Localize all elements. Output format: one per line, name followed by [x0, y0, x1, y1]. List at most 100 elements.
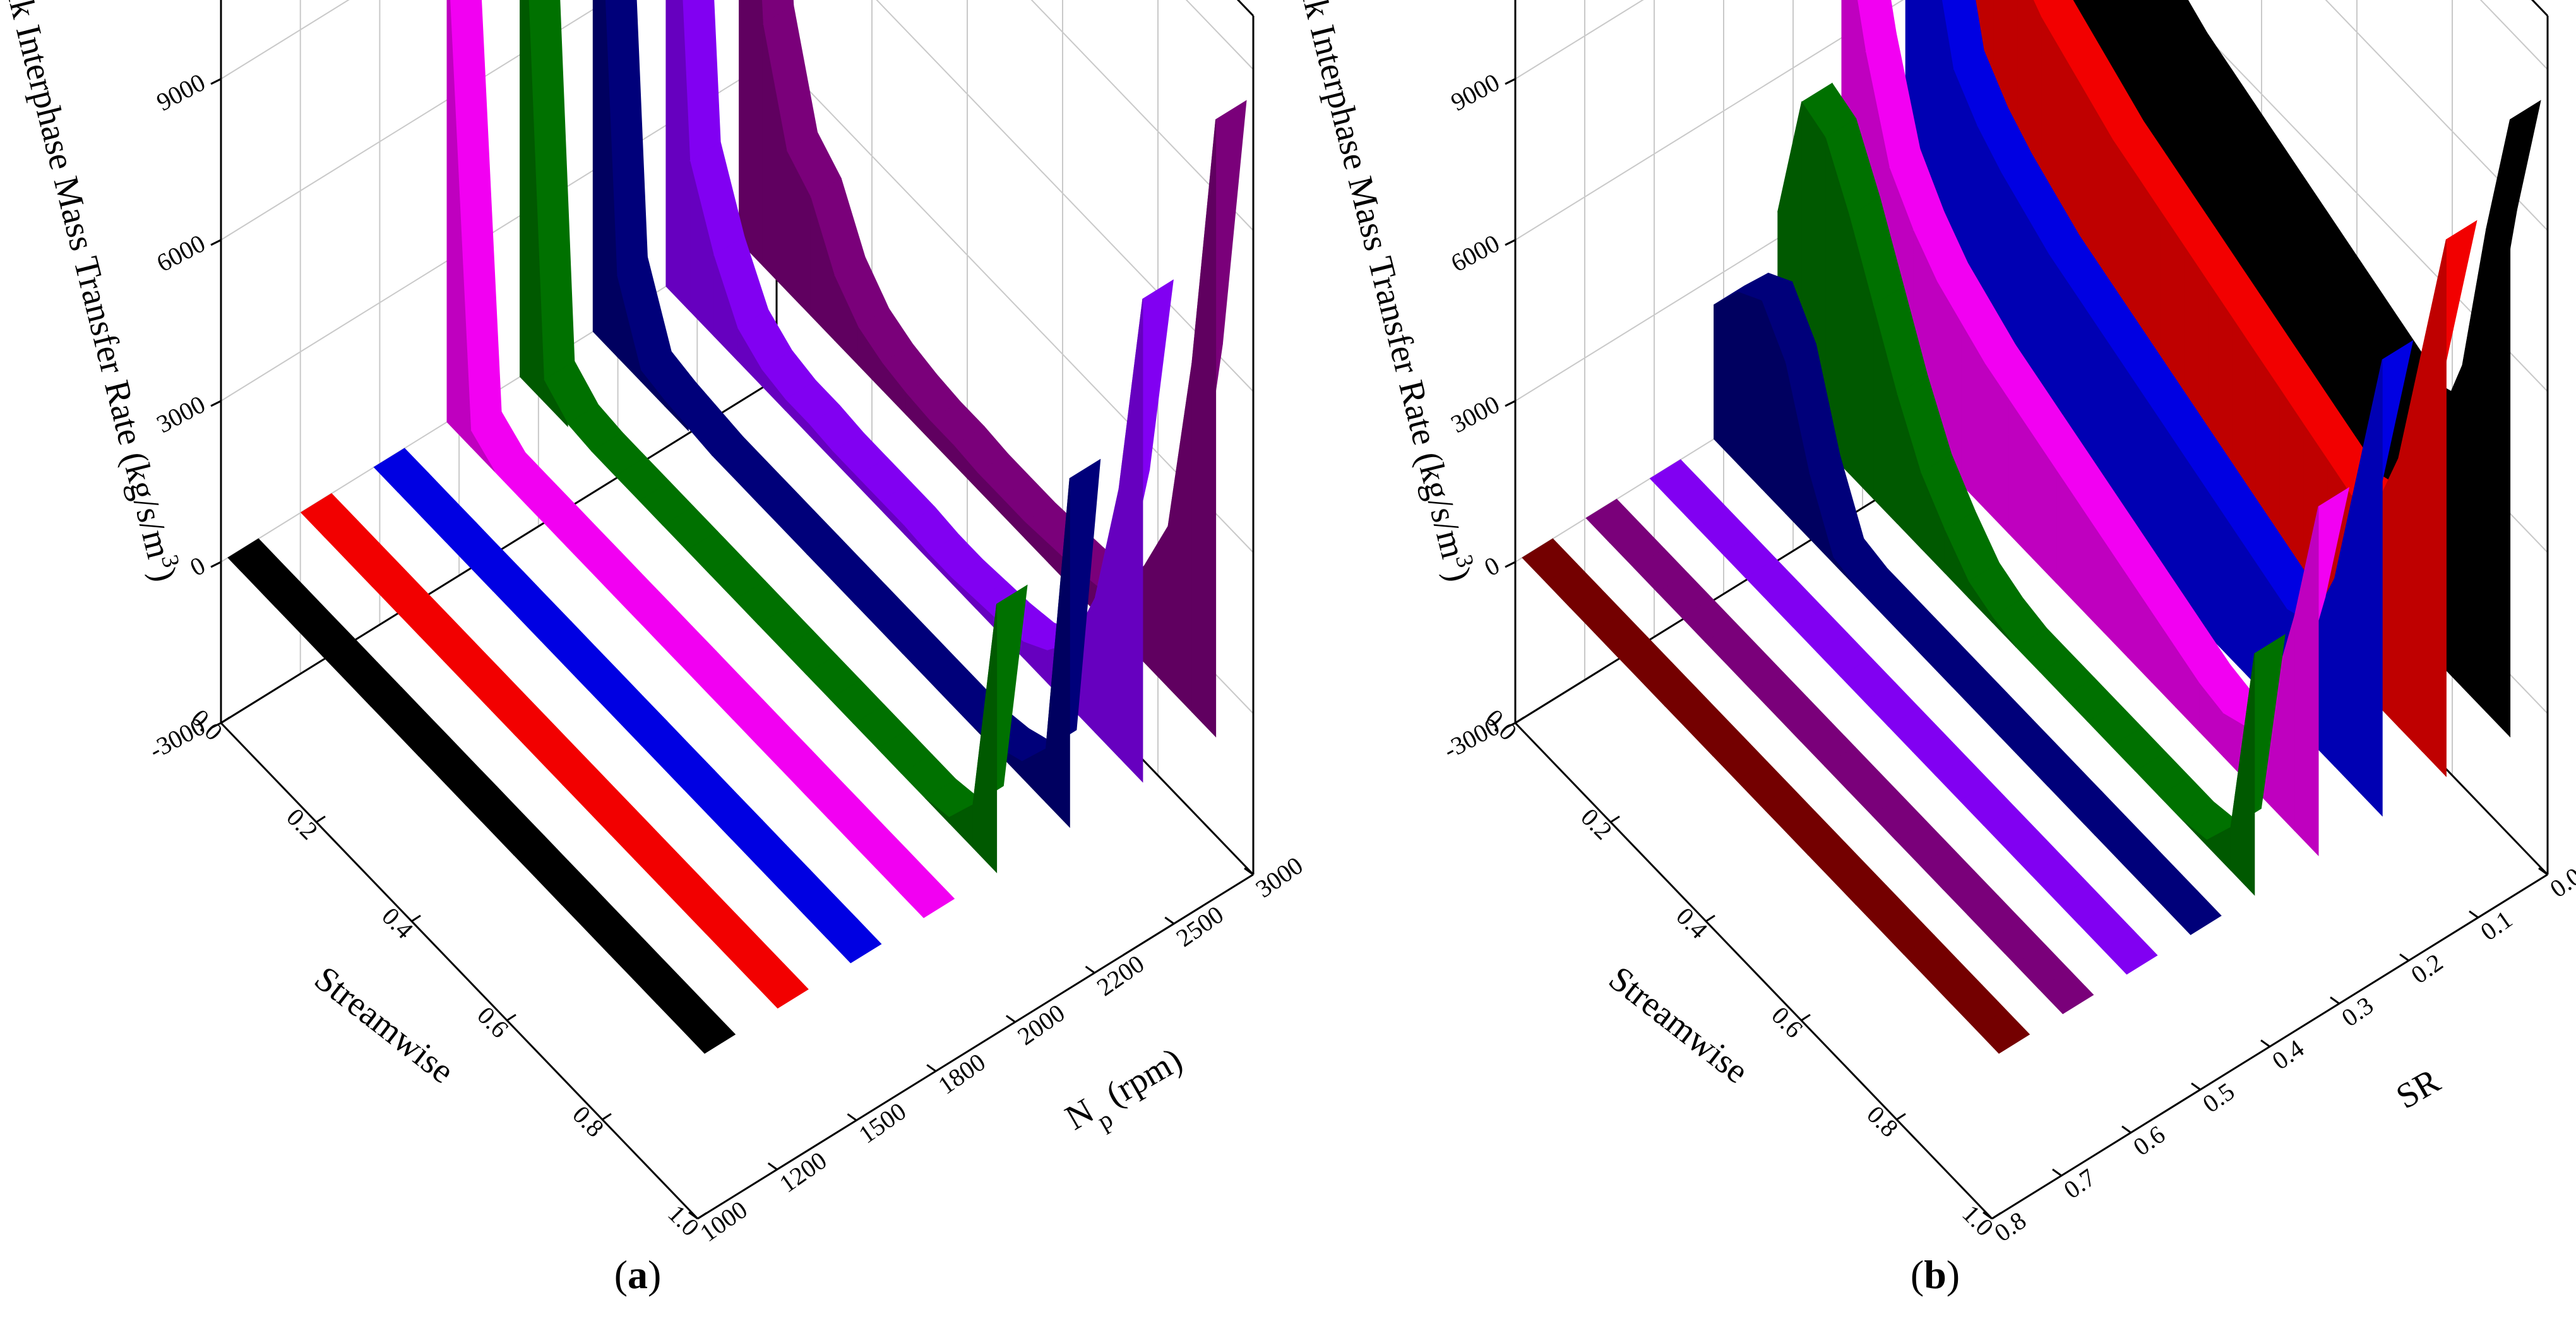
x-tick-label: 0.4 [376, 902, 419, 944]
series-ribbon-3000 [739, 0, 1247, 738]
ribbon-face [2294, 506, 2319, 857]
y-tick-mark [1164, 916, 1175, 925]
z-tick-label: 0 [185, 551, 210, 582]
series-ribbon-1200 [300, 493, 809, 1009]
ribbon-segment [1974, 1009, 2030, 1054]
x-tick-mark [1801, 1013, 1811, 1022]
ribbon-face [664, 399, 689, 432]
x-tick-label: 0.2 [281, 803, 323, 845]
y-tick-mark [2399, 953, 2409, 962]
series-ribbon-0.7 [1585, 498, 2094, 1015]
y-axis-label: SR [2390, 1061, 2447, 1116]
x-axis-line [1514, 722, 1993, 1220]
y-tick-label: 0.3 [2336, 991, 2378, 1032]
x-tick-mark [1515, 716, 1525, 724]
ribbon-segment [899, 873, 955, 918]
y-tick-label: 0.4 [2267, 1034, 2309, 1075]
y-tick-mark [2469, 910, 2479, 919]
z-tick-mark [210, 561, 222, 568]
y-tick-label: 0.1 [2475, 905, 2517, 947]
x-tick-mark [602, 1113, 612, 1121]
ribbon-segment [2038, 969, 2094, 1015]
ribbon-face [739, 0, 763, 267]
y-tick-label: 0.2 [2406, 948, 2448, 989]
x-tick-mark [506, 1013, 516, 1022]
x-tick-mark [1896, 1113, 1906, 1121]
y-axis-label: Np (rpm) [1059, 1040, 1195, 1148]
y-axis-line [697, 873, 1254, 1220]
y-tick-label: 0.8 [1989, 1206, 2031, 1248]
x-tick-mark [1610, 815, 1620, 823]
ribbon-face [972, 604, 998, 873]
y-tick-mark [767, 1162, 778, 1171]
panel-a: -30000300060009000120000.00.20.40.60.81.… [0, 0, 1308, 1297]
x-tick-mark [1991, 1212, 2001, 1220]
z-tick-mark [210, 78, 222, 85]
y-tick-mark [2538, 867, 2548, 876]
series-ribbon-0.4 [1777, 82, 2286, 896]
z-ticks: -3000030006000900012000 [145, 68, 222, 765]
ribbon-face [1118, 299, 1143, 783]
x-tick-mark [411, 914, 421, 923]
series-ribbon-2000 [520, 0, 1028, 873]
ribbon-face [2422, 239, 2447, 777]
z-tick-mark [1505, 400, 1516, 407]
ribbons [227, 0, 1247, 1054]
ribbon-face [2358, 359, 2383, 817]
z-tick-label: 3000 [152, 390, 210, 438]
y-tick-mark [688, 1211, 698, 1220]
panel-b: -30000300060009000120000.00.20.40.60.81.… [1284, 0, 2576, 1297]
y-tick-mark [1085, 965, 1095, 974]
y-tick-mark [2330, 996, 2340, 1005]
ribbons [1522, 0, 2541, 1054]
z-tick-mark [1505, 561, 1516, 568]
ribbon-face [2230, 653, 2255, 896]
z-ticks: -3000030006000900012000 [1439, 68, 1516, 765]
y-ticks: 0.8 0.7 0.6 0.5 0.4 0.3 0.2 0.1 0.0 [1983, 862, 2576, 1248]
ribbon-face [1992, 616, 2017, 648]
ribbon-face [1191, 119, 1217, 738]
ribbon-segment [826, 919, 882, 964]
ribbon-face [470, 429, 495, 472]
ribbon-face [543, 379, 568, 427]
x-tick-label: 0.6 [1766, 1001, 1808, 1043]
y-tick-mark [2191, 1082, 2201, 1090]
z-tick-mark [210, 239, 222, 246]
x-tick-mark [316, 815, 326, 823]
panel-label: (b) [1911, 1252, 1960, 1297]
x-tick-label: 0.8 [1861, 1100, 1904, 1142]
panel-label: (a) [614, 1252, 662, 1297]
y-tick-label: 0.0 [2544, 862, 2576, 904]
y-tick-mark [1983, 1211, 1993, 1220]
y-tick-mark [2052, 1168, 2062, 1177]
y-tick-mark [1005, 1015, 1016, 1023]
z-tick-mark [1505, 78, 1516, 85]
ribbon-segment [753, 964, 809, 1009]
ribbon-face [2486, 119, 2511, 738]
z-gridline [1515, 0, 2548, 231]
series-ribbon-0.6 [1649, 459, 2158, 975]
z-tick-mark [1505, 722, 1516, 729]
z-tick-label: 6000 [152, 229, 210, 277]
z-tick-label: 3000 [1446, 390, 1504, 438]
y-tick-label: 0.5 [2197, 1077, 2239, 1118]
y-tick-mark [926, 1064, 937, 1072]
y-tick-mark [2121, 1125, 2132, 1133]
ribbon-segment [2145, 0, 2171, 11]
ribbon-segment [2166, 890, 2222, 935]
z-tick-label: 6000 [1446, 229, 1504, 277]
x-tick-label: 0.6 [472, 1001, 514, 1043]
ribbon-face [1832, 556, 1857, 588]
x-tick-label: 1.0 [1957, 1199, 1999, 1241]
series-ribbon-2200 [592, 0, 1101, 828]
ribbon-segment [2102, 929, 2158, 975]
ribbon-face [1714, 291, 1738, 465]
y-tick-mark [1244, 867, 1254, 876]
series-ribbon-0.5 [1714, 272, 2222, 935]
y-tick-label: 0.7 [2058, 1163, 2101, 1205]
x-axis-line [220, 722, 699, 1220]
x-tick-mark [697, 1212, 707, 1220]
x-tick-label: 0.2 [1575, 803, 1618, 845]
